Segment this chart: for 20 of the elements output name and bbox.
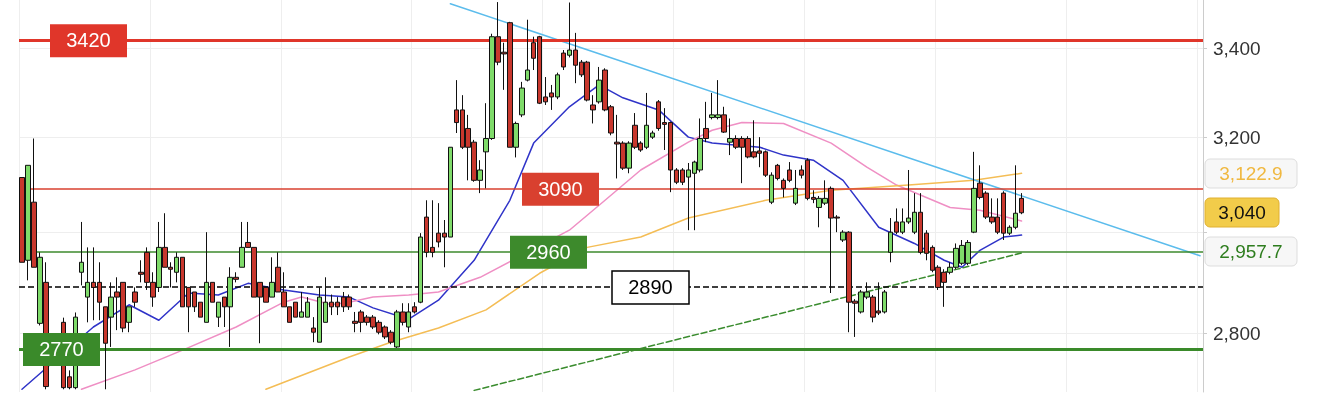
ref-line-label: 3090 — [538, 177, 583, 200]
y-tick-label: 2,800 — [1213, 322, 1261, 344]
line-series — [21, 84, 1023, 391]
ref-line-label: 2890 — [628, 275, 673, 298]
candlestick — [519, 81, 525, 118]
candlestick — [525, 19, 530, 82]
text: 3,122.9 — [1219, 162, 1283, 184]
text: 3,040 — [1218, 201, 1266, 223]
ref-line-label: 3420 — [66, 29, 111, 52]
ref-line-label: 2960 — [526, 240, 571, 263]
y-tick-label: 3,200 — [1213, 127, 1261, 149]
line-series — [265, 172, 1023, 391]
candlestick — [132, 286, 138, 308]
candlestick — [1019, 192, 1024, 215]
candlestick — [590, 94, 596, 124]
text: 2,957.7 — [1219, 240, 1283, 262]
ref-line-label: 2770 — [39, 338, 84, 361]
y-tick-label: 3,400 — [1213, 38, 1261, 60]
candlestick — [79, 221, 84, 286]
candlestick — [793, 169, 798, 206]
